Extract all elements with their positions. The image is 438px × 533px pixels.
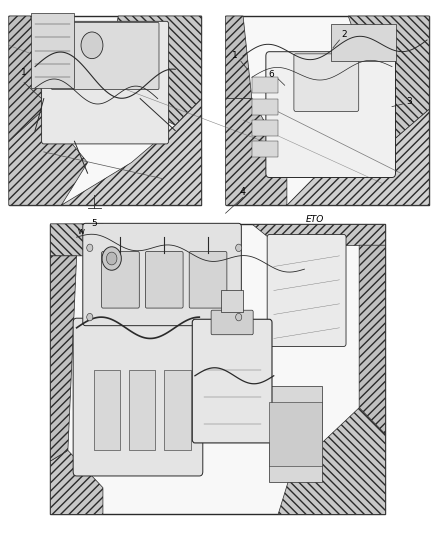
Bar (252, 141, 278, 157)
Polygon shape (9, 16, 44, 141)
Bar (252, 77, 278, 93)
Polygon shape (348, 16, 429, 141)
Polygon shape (287, 109, 429, 205)
FancyBboxPatch shape (189, 252, 227, 308)
Circle shape (236, 313, 242, 321)
Circle shape (81, 32, 103, 59)
FancyBboxPatch shape (192, 319, 272, 443)
Text: 6: 6 (268, 70, 275, 79)
FancyBboxPatch shape (83, 223, 241, 326)
Polygon shape (359, 245, 385, 434)
Bar (9, 16, 201, 205)
Bar (252, 120, 278, 136)
FancyBboxPatch shape (294, 54, 359, 111)
Text: 3: 3 (406, 97, 413, 106)
Text: W: W (78, 229, 85, 235)
Text: 2: 2 (341, 30, 346, 39)
FancyBboxPatch shape (145, 252, 183, 308)
Text: ETO: ETO (306, 215, 325, 224)
Bar (50, 224, 385, 514)
FancyBboxPatch shape (267, 235, 346, 346)
Polygon shape (61, 99, 201, 205)
Bar (331, 24, 396, 61)
Text: 5: 5 (91, 219, 97, 228)
Text: 1: 1 (21, 68, 27, 77)
Polygon shape (226, 99, 287, 205)
FancyBboxPatch shape (266, 52, 396, 177)
Polygon shape (252, 224, 385, 245)
Circle shape (87, 244, 93, 252)
Bar (129, 370, 155, 450)
Polygon shape (105, 16, 201, 125)
FancyBboxPatch shape (51, 22, 159, 90)
Polygon shape (278, 408, 385, 514)
Bar (94, 370, 120, 450)
FancyBboxPatch shape (42, 21, 169, 144)
Circle shape (102, 247, 121, 270)
Bar (226, 16, 429, 205)
Circle shape (87, 313, 93, 321)
Circle shape (106, 252, 117, 265)
Polygon shape (9, 109, 88, 205)
Polygon shape (226, 16, 252, 99)
Polygon shape (50, 256, 77, 461)
Bar (164, 370, 191, 450)
Bar (252, 99, 278, 115)
Bar (269, 386, 322, 482)
Bar (269, 402, 322, 466)
FancyBboxPatch shape (73, 318, 203, 476)
Text: 4: 4 (240, 187, 246, 197)
FancyBboxPatch shape (211, 310, 253, 335)
Circle shape (236, 244, 242, 252)
Polygon shape (50, 224, 129, 256)
FancyBboxPatch shape (102, 252, 139, 308)
Text: 1: 1 (231, 52, 237, 60)
Polygon shape (50, 450, 103, 514)
Bar (221, 290, 243, 312)
Bar (31, 13, 74, 88)
